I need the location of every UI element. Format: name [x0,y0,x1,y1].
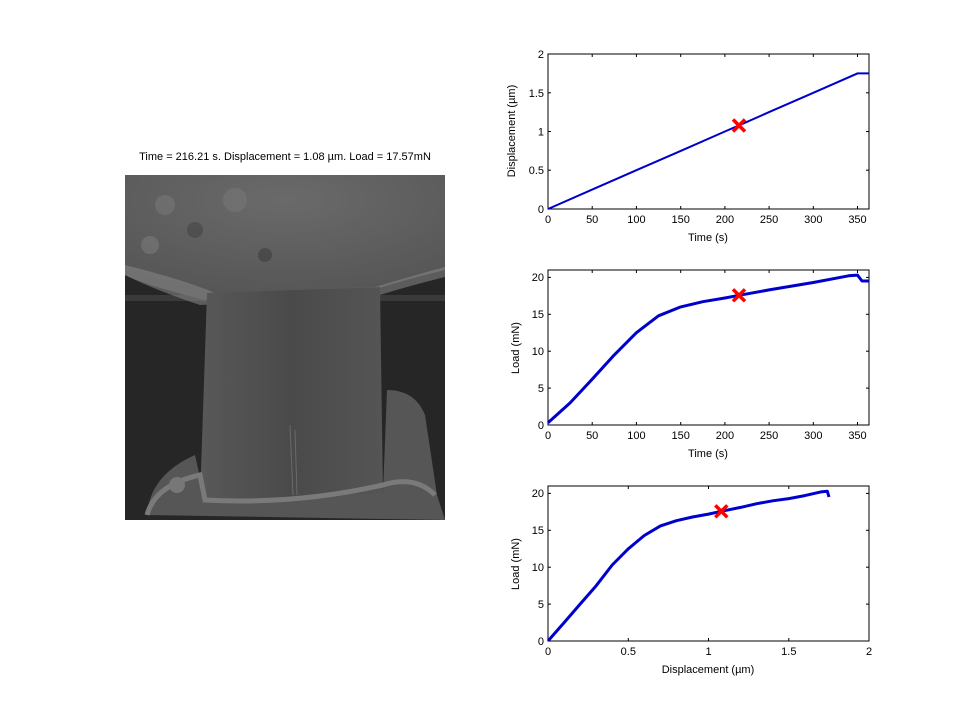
svg-text:15: 15 [532,525,544,537]
current-point-marker [731,118,747,133]
load-line [546,273,869,424]
svg-text:5: 5 [538,599,544,611]
x-axis-label-time: Time (s) [688,232,728,244]
svg-text:0: 0 [538,420,544,432]
svg-text:1: 1 [705,646,711,658]
svg-text:200: 200 [716,430,734,442]
sem-image [125,175,445,520]
svg-text:150: 150 [672,214,690,226]
svg-text:300: 300 [804,214,822,226]
svg-text:250: 250 [760,430,778,442]
svg-text:1.5: 1.5 [781,646,796,658]
current-point-marker [731,288,747,303]
chart-load-displacement: 0 0.5 1 1.5 2 0 5 10 15 20 Displacement (µm) Loa… [510,485,872,676]
svg-text:350: 350 [848,430,866,442]
svg-text:5: 5 [538,383,544,395]
svg-text:50: 50 [586,430,598,442]
svg-text:0: 0 [545,646,551,658]
x-axis-label-displacement: Displacement (µm) [662,664,755,676]
svg-text:0: 0 [538,204,544,216]
svg-text:0.5: 0.5 [529,165,544,177]
chart-displacement-time: 0 50 100 150 200 250 300 350 0 0.5 1 1.5 2 Time (s)… [506,49,870,244]
svg-text:0: 0 [538,636,544,648]
svg-text:300: 300 [804,430,822,442]
svg-text:1.5: 1.5 [529,88,544,100]
sem-micropillar-illustration [125,175,445,520]
load-displacement-line [546,489,831,642]
x-axis-label-time: Time (s) [688,448,728,460]
svg-text:20: 20 [532,488,544,500]
svg-text:1: 1 [538,127,544,139]
svg-text:50: 50 [586,214,598,226]
svg-text:20: 20 [532,272,544,284]
current-point-marker [714,504,729,519]
svg-text:250: 250 [760,214,778,226]
figure-title: Time = 216.21 s. Displacement = 1.08 µm.… [139,151,431,163]
svg-text:350: 350 [848,214,866,226]
svg-text:15: 15 [532,309,544,321]
y-axis-label-load: Load (mN) [510,538,522,590]
y-axis-label-displacement: Displacement (µm) [506,85,518,178]
svg-text:150: 150 [672,430,690,442]
displacement-line [547,72,869,210]
svg-text:0: 0 [545,214,551,226]
svg-text:0: 0 [545,430,551,442]
y-axis-label-load: Load (mN) [510,322,522,374]
svg-text:10: 10 [532,562,544,574]
svg-text:2: 2 [538,49,544,61]
svg-text:2: 2 [866,646,872,658]
svg-text:10: 10 [532,346,544,358]
svg-text:100: 100 [627,430,645,442]
svg-text:200: 200 [716,214,734,226]
svg-text:100: 100 [627,214,645,226]
svg-text:0.5: 0.5 [621,646,636,658]
